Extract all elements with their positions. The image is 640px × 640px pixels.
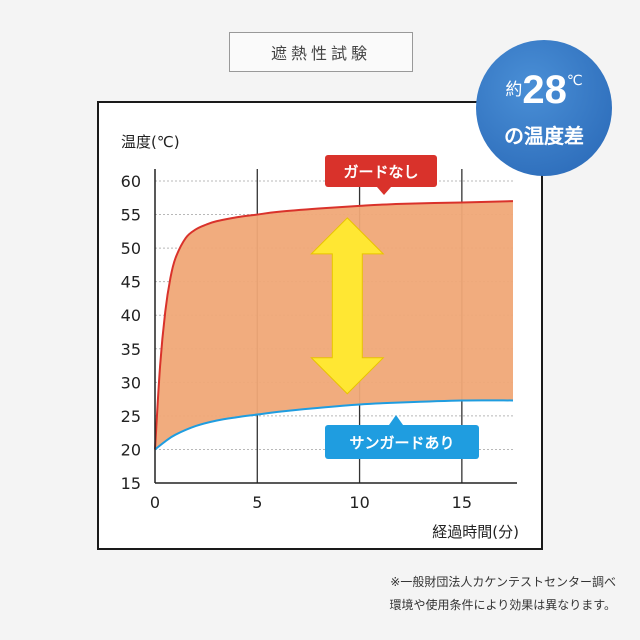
x-axis-label: 経過時間(分) [432, 523, 519, 541]
y-axis-label: 温度(℃) [121, 133, 180, 151]
badge-line2: の温度差 [504, 124, 584, 148]
y-tick-label: 35 [121, 340, 141, 359]
series-line-no-guard [154, 200, 514, 450]
y-tick-label: 45 [121, 273, 141, 292]
y-tick-label: 20 [121, 440, 141, 459]
x-tick-label: 15 [452, 493, 472, 512]
y-tick-label: 25 [121, 407, 141, 426]
test-title: 遮熱性試験 [229, 32, 413, 72]
legend-label-sunguard: サンガードあり [325, 415, 479, 459]
difference-double-arrow [310, 217, 385, 395]
badge-line1: 約28℃ [476, 68, 612, 113]
chart-frame: 15 20 25 30 35 40 45 50 55 60 0 5 10 15 温度(℃) 経過時間(分)… [97, 101, 543, 550]
footnote-line1: ※一般財団法人カケンテストセンター調べ [390, 575, 616, 589]
x-tick-label: 5 [252, 493, 262, 512]
badge-unit: ℃ [566, 73, 583, 89]
badge-number: 28 [522, 68, 567, 112]
x-tick-label: 0 [150, 493, 160, 512]
y-tick-label: 50 [121, 239, 141, 258]
y-tick-label: 40 [121, 306, 141, 325]
x-tick-label: 10 [349, 493, 369, 512]
y-tick-label: 30 [121, 373, 141, 392]
legend-text-no-guard: ガードなし [343, 163, 418, 181]
legend-label-no-guard: ガードなし [325, 155, 437, 195]
temperature-difference-badge: 約28℃ の温度差 [476, 40, 612, 176]
badge-prefix: 約 [505, 80, 523, 100]
temperature-chart: 15 20 25 30 35 40 45 50 55 60 0 5 10 15 温度(℃) 経過時間(分)… [121, 133, 519, 541]
series-line-sunguard [154, 399, 514, 451]
legend-text-sunguard: サンガードあり [349, 434, 454, 452]
footnote: ※一般財団法人カケンテストセンター調べ 環境や使用条件により効果は異なります。 [389, 571, 616, 617]
y-tick-label: 55 [121, 206, 141, 225]
footnote-line2: 環境や使用条件により効果は異なります。 [389, 598, 616, 612]
y-tick-label: 60 [121, 172, 141, 191]
y-tick-label: 15 [121, 474, 141, 493]
